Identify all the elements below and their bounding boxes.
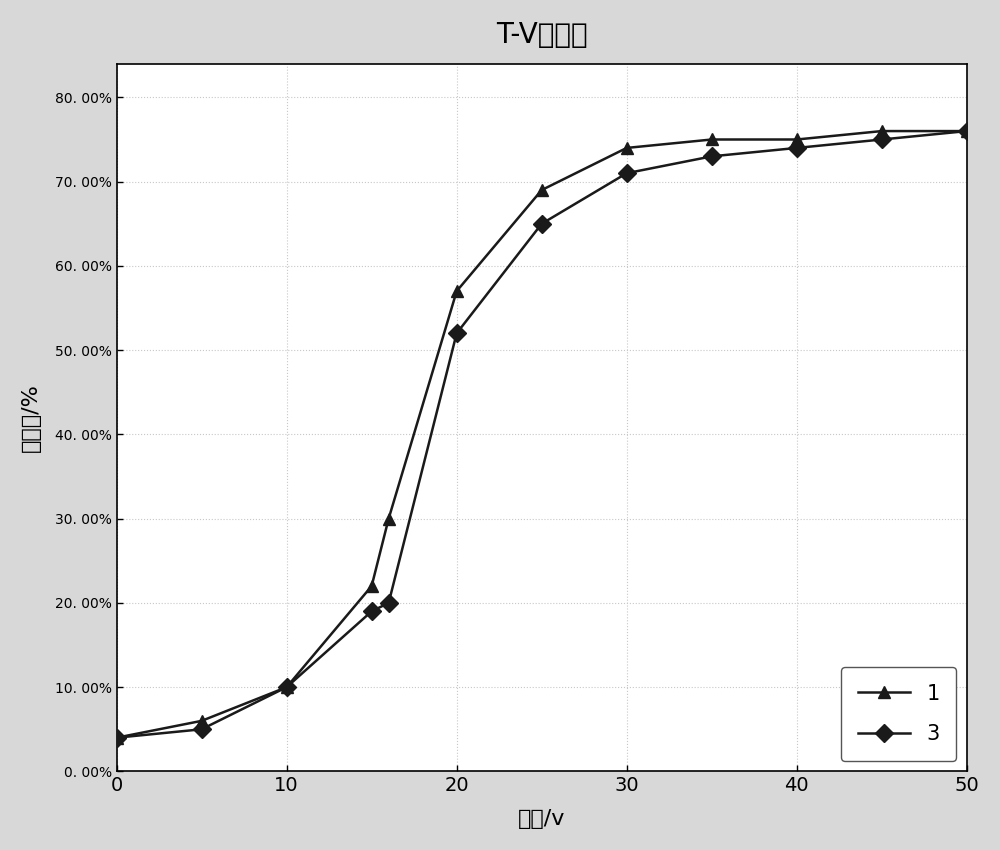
1 <box>961 126 973 136</box>
1 <box>791 134 803 145</box>
3 <box>451 328 463 338</box>
3 <box>536 218 548 229</box>
1 <box>196 716 208 726</box>
Line: 3: 3 <box>110 125 973 744</box>
1 <box>621 143 633 153</box>
1 <box>281 682 293 692</box>
3 <box>196 724 208 734</box>
1 <box>536 185 548 196</box>
3 <box>706 151 718 162</box>
Title: T-V曲线图: T-V曲线图 <box>496 21 588 48</box>
3 <box>961 126 973 136</box>
Legend: 1, 3: 1, 3 <box>841 667 956 761</box>
X-axis label: 电压/v: 电压/v <box>518 809 565 829</box>
3 <box>281 682 293 692</box>
Line: 1: 1 <box>110 125 973 744</box>
1 <box>383 513 395 524</box>
1 <box>111 733 123 743</box>
1 <box>366 581 378 591</box>
3 <box>791 143 803 153</box>
3 <box>366 606 378 616</box>
3 <box>111 733 123 743</box>
3 <box>876 134 888 145</box>
3 <box>383 598 395 608</box>
1 <box>451 286 463 297</box>
Y-axis label: 透过率/%: 透过率/% <box>21 383 41 452</box>
3 <box>621 168 633 178</box>
1 <box>706 134 718 145</box>
1 <box>876 126 888 136</box>
